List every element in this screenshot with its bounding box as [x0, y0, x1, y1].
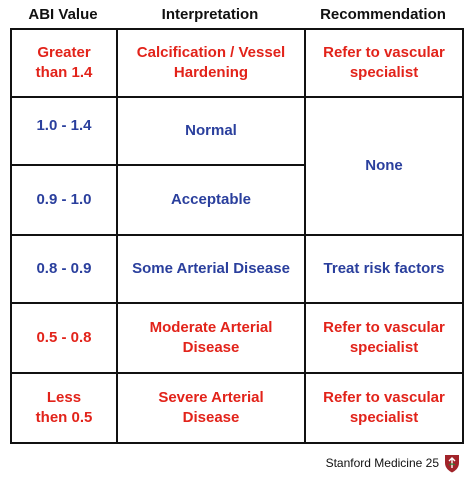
interpretation-cell: Normal: [116, 96, 306, 166]
stanford-shield-icon: [444, 454, 460, 473]
table-row: 1.0 - 1.4 Normal None: [10, 96, 464, 236]
recommendation-cell: Refer to vascular specialist: [304, 302, 464, 374]
abi-value-cell: 0.5 - 0.8: [10, 302, 118, 374]
header-interpretation: Interpretation: [161, 6, 259, 23]
header-recommendation: Recommendation: [320, 6, 446, 23]
abi-table: Greater than 1.4 Calcification / Vessel …: [10, 28, 464, 444]
recommendation-cell: Refer to vascular specialist: [304, 372, 464, 444]
table-row: 0.8 - 0.9 Some Arterial Disease Treat ri…: [10, 234, 464, 304]
brand-name: Stanford Medicine 25: [325, 456, 439, 470]
recommendation-cell: Treat risk factors: [304, 234, 464, 304]
recommendation-cell: None: [304, 96, 464, 236]
abi-value-cell: Greater than 1.4: [10, 28, 118, 98]
interpretation-cell: Moderate Arterial Disease: [116, 302, 306, 374]
table-row: Greater than 1.4 Calcification / Vessel …: [10, 28, 464, 98]
interpretation-cell: Acceptable: [116, 164, 306, 236]
table-row: Less then 0.5 Severe Arterial Disease Re…: [10, 372, 464, 444]
interpretation-cell: Some Arterial Disease: [116, 234, 306, 304]
table-row: 0.5 - 0.8 Moderate Arterial Disease Refe…: [10, 302, 464, 374]
abi-value-cell: 0.9 - 1.0: [10, 164, 118, 236]
abi-value-cell: 1.0 - 1.4: [10, 96, 118, 166]
abi-value-cell: 0.8 - 0.9: [10, 234, 118, 304]
recommendation-cell: Refer to vascular specialist: [304, 28, 464, 98]
footer-branding: Stanford Medicine 25: [326, 453, 460, 473]
interpretation-cell: Calcification / Vessel Hardening: [116, 28, 306, 98]
interpretation-cell: Severe Arterial Disease: [116, 372, 306, 444]
table-row: 0.9 - 1.0 Acceptable: [10, 164, 463, 236]
header-abi-value: ABI Value: [28, 6, 98, 23]
abi-value-cell: Less then 0.5: [10, 372, 118, 444]
